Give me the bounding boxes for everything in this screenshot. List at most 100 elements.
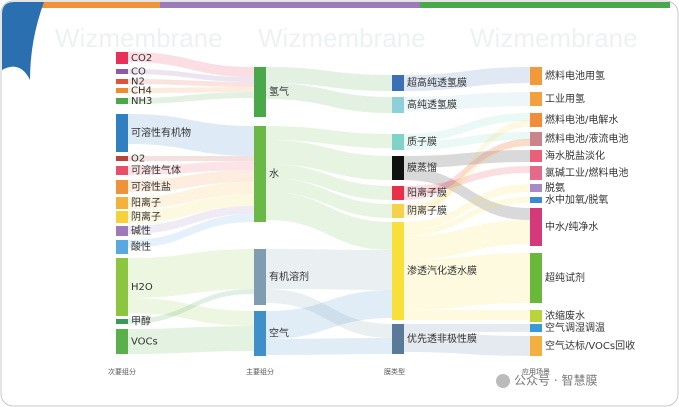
node-bar bbox=[530, 92, 542, 106]
node-label: VOCs bbox=[131, 337, 158, 348]
node-label: 水中加氧/脱氧 bbox=[545, 193, 608, 206]
link bbox=[266, 338, 392, 355]
node-bar bbox=[116, 69, 128, 74]
node-bar bbox=[116, 52, 128, 64]
link bbox=[266, 67, 392, 91]
watermark: Wizmembrane bbox=[470, 23, 638, 53]
node-bar bbox=[116, 180, 128, 194]
node-bar bbox=[392, 222, 404, 320]
link bbox=[404, 332, 530, 356]
column-label: 次要组分 bbox=[108, 367, 136, 376]
node-label: 燃料电池/液流电池 bbox=[545, 132, 628, 145]
node-label: 渗透汽化透水膜 bbox=[407, 264, 477, 277]
node-label: 有机溶剂 bbox=[269, 270, 309, 283]
node-bar bbox=[254, 311, 266, 356]
node-bar bbox=[530, 166, 542, 180]
link bbox=[404, 113, 530, 142]
link bbox=[404, 150, 530, 168]
node-label: CO bbox=[131, 67, 146, 78]
link bbox=[128, 52, 254, 77]
node-label: CH4 bbox=[131, 86, 152, 97]
stripe bbox=[420, 2, 670, 8]
link bbox=[128, 289, 254, 324]
link bbox=[128, 156, 254, 161]
node-bar bbox=[116, 329, 128, 354]
link bbox=[128, 79, 254, 87]
node-bar bbox=[116, 258, 128, 316]
node-bar bbox=[116, 197, 128, 209]
node-label: 氯碱工业/燃料电池 bbox=[545, 166, 628, 179]
link bbox=[128, 182, 254, 209]
node-bar bbox=[530, 150, 542, 162]
link bbox=[404, 166, 530, 193]
node-label: 海水脱盐淡化 bbox=[545, 149, 605, 162]
link bbox=[404, 67, 530, 91]
node-label: 甲醇 bbox=[131, 315, 151, 328]
node-label: CO2 bbox=[131, 53, 152, 64]
node-bar bbox=[392, 324, 404, 354]
node-bar bbox=[530, 113, 542, 127]
wechat-icon bbox=[496, 374, 510, 388]
link bbox=[128, 87, 254, 93]
node-bar bbox=[530, 184, 542, 192]
node-bar bbox=[392, 75, 404, 91]
node-label: 空气 bbox=[269, 327, 289, 340]
link bbox=[266, 289, 392, 338]
node-label: 氢气 bbox=[269, 85, 289, 98]
node-bar bbox=[116, 240, 128, 254]
node-bar bbox=[530, 197, 542, 203]
node-bar bbox=[530, 67, 542, 85]
node-label: 高纯透氢膜 bbox=[407, 98, 457, 111]
link bbox=[266, 140, 392, 180]
link bbox=[128, 114, 254, 156]
node-bar bbox=[116, 156, 128, 161]
node-bar bbox=[254, 67, 266, 117]
link bbox=[128, 249, 254, 298]
node-label: 超高纯透氢膜 bbox=[407, 76, 467, 89]
link bbox=[128, 326, 254, 354]
stripe bbox=[40, 2, 160, 8]
node-label: O2 bbox=[131, 154, 145, 165]
watermark: Wizmembrane bbox=[258, 23, 426, 53]
link bbox=[404, 184, 530, 230]
link bbox=[128, 194, 254, 223]
column-label: 主要组分 bbox=[246, 367, 274, 376]
link bbox=[266, 164, 392, 200]
node-label: 阴离子膜 bbox=[407, 204, 447, 217]
node-label: 阳离子膜 bbox=[407, 186, 447, 199]
link bbox=[404, 324, 530, 332]
node-label: 优先透非极性膜 bbox=[407, 332, 477, 345]
corner-image bbox=[2, 2, 44, 80]
node-label: 可溶性盐 bbox=[131, 180, 171, 193]
column-label: 应用场景 bbox=[522, 367, 550, 376]
node-bar bbox=[392, 134, 404, 150]
link bbox=[266, 290, 392, 339]
link bbox=[128, 206, 254, 234]
node-label: 中水/纯净水 bbox=[545, 220, 598, 233]
footer-watermark: 公众号 · 智慧膜 bbox=[514, 373, 597, 388]
node-bar bbox=[116, 166, 128, 175]
link bbox=[404, 253, 530, 310]
node-label: 可溶性有机物 bbox=[131, 126, 191, 139]
node-label: N2 bbox=[131, 77, 145, 88]
link bbox=[404, 132, 530, 150]
node-bar bbox=[392, 97, 404, 113]
node-label: 水 bbox=[269, 168, 279, 180]
node-label: 燃料电池用氢 bbox=[545, 69, 605, 82]
link bbox=[266, 83, 392, 113]
node-bar bbox=[392, 156, 404, 180]
link bbox=[128, 69, 254, 82]
node-bar bbox=[116, 88, 128, 93]
links bbox=[128, 52, 530, 356]
node-label: 碱性 bbox=[131, 224, 151, 237]
link bbox=[266, 192, 392, 250]
link bbox=[128, 92, 254, 104]
watermark: Wizmembrane bbox=[55, 23, 223, 53]
column-label: 膜类型 bbox=[384, 367, 405, 376]
node-bar bbox=[116, 319, 128, 324]
link bbox=[404, 139, 530, 200]
node-label: 浓缩废水 bbox=[545, 309, 585, 322]
node-label: NH3 bbox=[131, 96, 152, 107]
